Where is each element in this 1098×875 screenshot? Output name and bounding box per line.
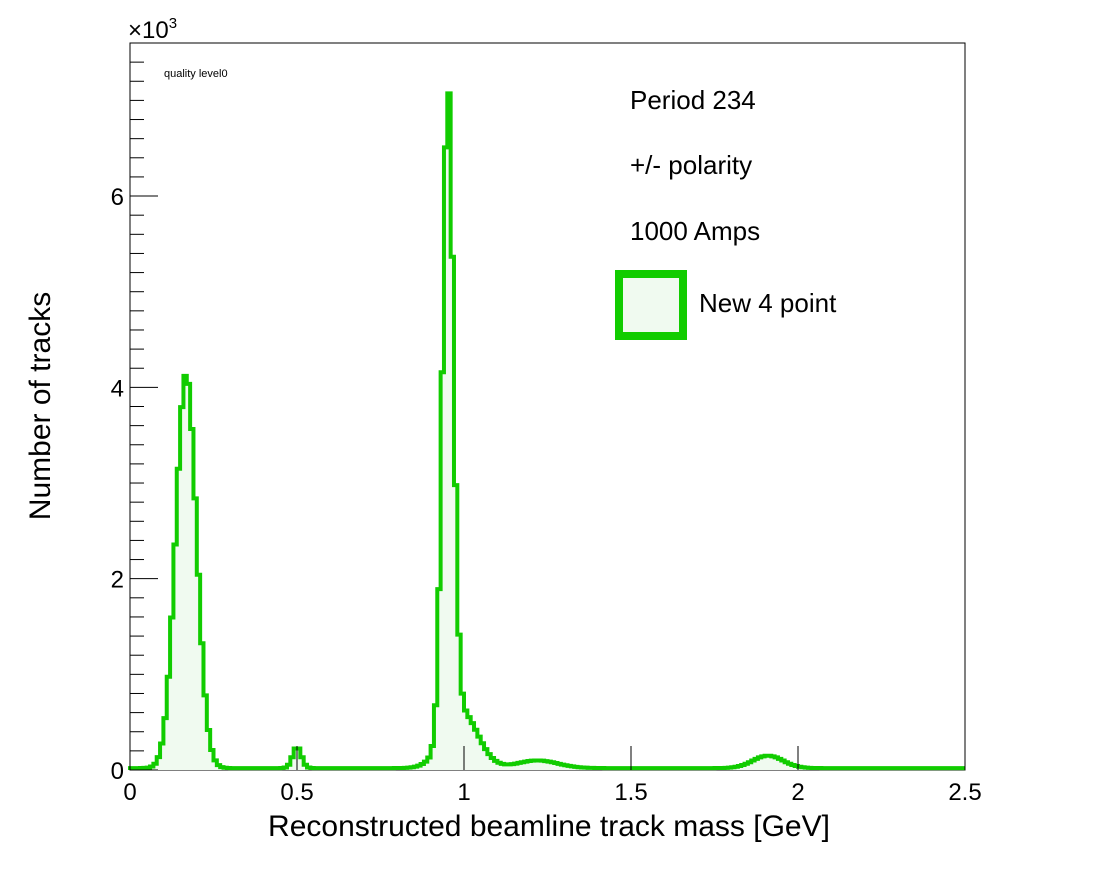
legend-swatch bbox=[615, 270, 687, 340]
quality-label: quality level0 bbox=[164, 68, 228, 80]
polarity-label: +/- polarity bbox=[630, 150, 752, 180]
x-tick-label-4: 2 bbox=[791, 779, 804, 806]
y-tick-label-2: 4 bbox=[111, 375, 124, 402]
current-label: 1000 Amps bbox=[630, 216, 760, 246]
period-label: Period 234 bbox=[630, 85, 756, 115]
histogram-layer bbox=[128, 91, 965, 771]
x-tick-label-3: 1.5 bbox=[614, 779, 647, 806]
y-axis-label: Number of tracks bbox=[24, 292, 57, 520]
plot-frame bbox=[129, 42, 966, 771]
y-tick-label-1: 2 bbox=[111, 567, 124, 594]
x-tick-label-1: 0.5 bbox=[280, 779, 313, 806]
x-tick-label-2: 1 bbox=[457, 779, 470, 806]
y-multiplier: ×103 bbox=[128, 15, 177, 44]
x-axis-label: Reconstructed beamline track mass [GeV] bbox=[268, 810, 830, 843]
y-multiplier-exponent: 3 bbox=[169, 15, 177, 32]
y-tick-label-0: 0 bbox=[111, 758, 124, 785]
x-tick-label-0: 0 bbox=[123, 779, 136, 806]
x-tick-label-5: 2.5 bbox=[948, 779, 981, 806]
series-0-fill bbox=[130, 93, 965, 770]
axis-layer: 0 0.5 1 1.5 2 2.5 0 2 4 6 bbox=[111, 42, 982, 806]
series-0-line bbox=[128, 91, 965, 771]
y-tick-label-3: 6 bbox=[111, 184, 124, 211]
legend-label: New 4 point bbox=[699, 288, 837, 318]
